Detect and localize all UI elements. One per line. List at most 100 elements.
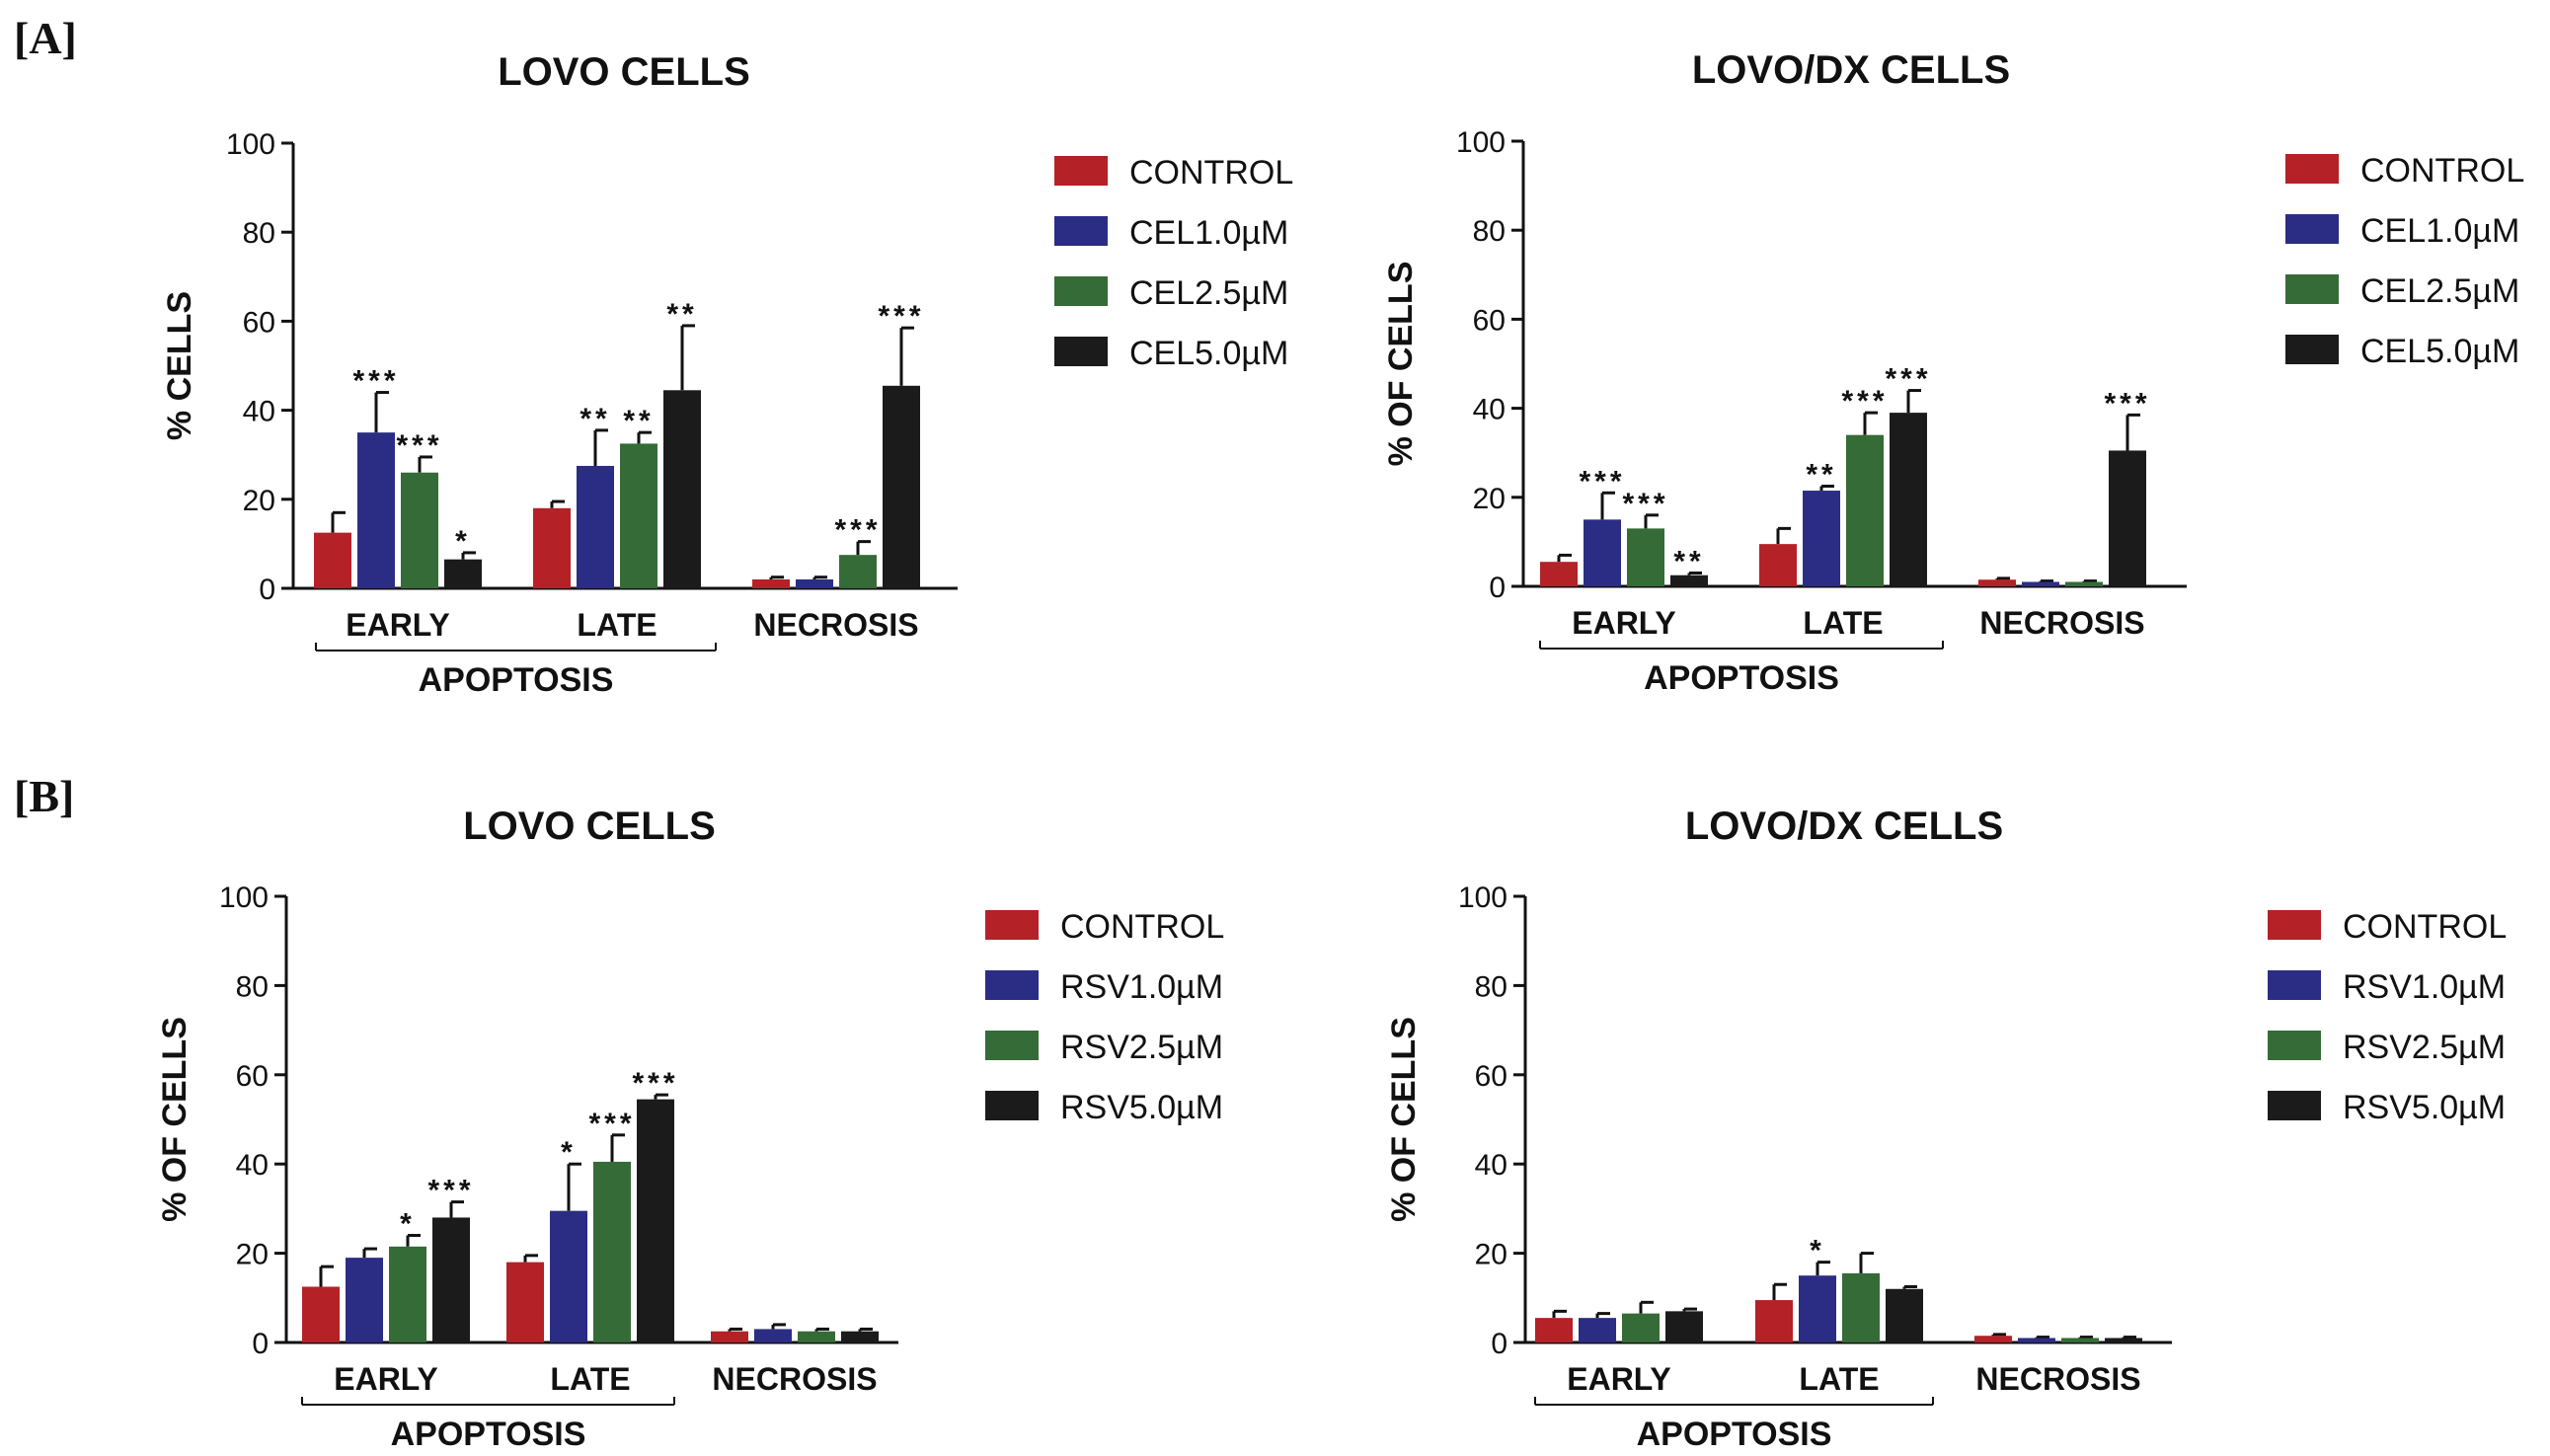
legend-entry: RSV1.0µM	[2343, 968, 2506, 1006]
y-tick-label: 0	[1489, 572, 1506, 604]
chart-2: LOVO/DX CELLS% OF CELLS020406080100*****…	[1382, 48, 2524, 697]
legend-swatch	[1054, 216, 1108, 246]
significance-mark: ***	[352, 365, 399, 398]
bar-early-1	[1540, 562, 1578, 586]
bar-necrosis-4	[2109, 450, 2146, 586]
group-label: APOPTOSIS	[391, 1416, 586, 1453]
legend-entry: CONTROL	[2360, 152, 2524, 190]
y-tick-label: 80	[1475, 970, 1507, 1003]
x-tick-label: NECROSIS	[1975, 1361, 2140, 1397]
bar-necrosis-2	[754, 1329, 792, 1342]
legend-swatch	[1054, 156, 1108, 186]
chart-title: LOVO CELLS	[498, 50, 750, 94]
bar-necrosis-2	[2018, 1338, 2055, 1342]
legend-entry: RSV1.0µM	[1060, 968, 1223, 1006]
bar-necrosis-1	[1978, 579, 2016, 586]
y-tick-label: 100	[1458, 881, 1507, 914]
bar-necrosis-4	[841, 1331, 879, 1342]
bar-necrosis-1	[711, 1331, 748, 1342]
bar-early-3	[1627, 528, 1664, 586]
panel-label-a: [A]	[14, 13, 77, 63]
y-tick-label: 100	[219, 881, 269, 914]
legend-swatch	[985, 1091, 1039, 1120]
bar-late-3	[1842, 1272, 1880, 1342]
legend-entry: CONTROL	[1129, 154, 1293, 192]
bar-late-4	[663, 390, 701, 588]
bar-necrosis-4	[2105, 1338, 2142, 1342]
y-tick-label: 40	[243, 396, 275, 428]
bar-early-1	[314, 532, 351, 588]
legend-swatch	[2285, 214, 2339, 244]
significance-mark: *	[561, 1136, 577, 1169]
legend-entry: CEL1.0µM	[2360, 212, 2519, 250]
bar-late-1	[1759, 544, 1797, 586]
legend-entry: RSV5.0µM	[2343, 1089, 2506, 1126]
y-tick-label: 20	[1473, 483, 1506, 515]
legend-swatch	[2285, 274, 2339, 304]
bar-early-4	[444, 559, 482, 588]
legend-entry: CONTROL	[1060, 908, 1224, 946]
x-tick-label: EARLY	[334, 1361, 438, 1397]
bar-early-2	[346, 1258, 383, 1342]
panel-label-b: [B]	[14, 771, 75, 821]
bar-necrosis-4	[883, 385, 920, 588]
bar-necrosis-3	[2061, 1338, 2099, 1342]
bar-late-3	[593, 1161, 631, 1342]
x-tick-label: NECROSIS	[712, 1361, 877, 1397]
chart-title: LOVO/DX CELLS	[1692, 48, 2010, 92]
legend-swatch	[2268, 970, 2321, 1000]
legend-entry: CEL2.5µM	[2360, 272, 2519, 310]
bar-necrosis-2	[796, 578, 833, 588]
y-tick-label: 60	[236, 1060, 269, 1093]
significance-mark: **	[580, 403, 610, 435]
chart-3: LOVO CELLS% OF CELLS020406080100****EARL…	[156, 805, 1224, 1453]
bar-late-4	[1890, 413, 1927, 586]
significance-mark: **	[623, 405, 654, 437]
bar-late-1	[1755, 1300, 1793, 1342]
legend-swatch	[1054, 337, 1108, 366]
bar-necrosis-3	[2065, 581, 2103, 586]
significance-mark: ***	[2104, 387, 2150, 420]
group-label: APOPTOSIS	[1637, 1416, 1832, 1453]
bar-early-1	[1535, 1318, 1573, 1342]
y-tick-label: 20	[1475, 1239, 1507, 1271]
legend-entry: RSV5.0µM	[1060, 1089, 1223, 1126]
legend-entry: CEL1.0µM	[1129, 214, 1288, 252]
significance-mark: *	[1810, 1235, 1825, 1267]
significance-mark: **	[1806, 459, 1836, 492]
significance-mark: ***	[632, 1067, 678, 1100]
y-tick-label: 80	[236, 970, 269, 1003]
y-tick-label: 100	[226, 128, 275, 161]
bar-early-4	[1670, 575, 1708, 586]
y-tick-label: 40	[1475, 1149, 1507, 1182]
y-axis-label: % OF CELLS	[1382, 262, 1420, 467]
chart-4: LOVO/DX CELLS % OF CELLS 0 20 40 60 80 100 EARLY…	[1385, 805, 2507, 1453]
bar-necrosis-1	[752, 578, 790, 588]
x-tick-label: LATE	[1803, 605, 1883, 641]
legend-swatch	[2285, 335, 2339, 364]
significance-mark: ***	[878, 300, 924, 333]
legend-swatch	[985, 910, 1039, 940]
x-tick-label: NECROSIS	[753, 607, 918, 643]
legend-entry: CONTROL	[2343, 908, 2507, 946]
bar-necrosis-3	[839, 555, 877, 588]
legend-entry: CEL5.0µM	[1129, 335, 1288, 372]
bar-early-3	[1622, 1313, 1660, 1342]
significance-mark: ***	[1622, 488, 1668, 520]
significance-mark: ***	[1885, 363, 1931, 396]
y-tick-label: 60	[243, 306, 275, 339]
bar-early-3	[389, 1246, 426, 1342]
significance-mark: *	[400, 1208, 416, 1241]
x-tick-label: NECROSIS	[1979, 605, 2144, 641]
significance-mark: ***	[427, 1175, 474, 1207]
legend-entry: CEL5.0µM	[2360, 333, 2519, 370]
y-tick-label: 80	[1473, 215, 1506, 248]
x-tick-label: EARLY	[1567, 1361, 1671, 1397]
y-tick-label: 0	[259, 574, 275, 606]
significance-mark: ***	[1841, 385, 1888, 418]
group-label: APOPTOSIS	[1644, 659, 1839, 697]
legend-swatch	[2268, 1091, 2321, 1120]
legend-swatch	[2268, 910, 2321, 940]
